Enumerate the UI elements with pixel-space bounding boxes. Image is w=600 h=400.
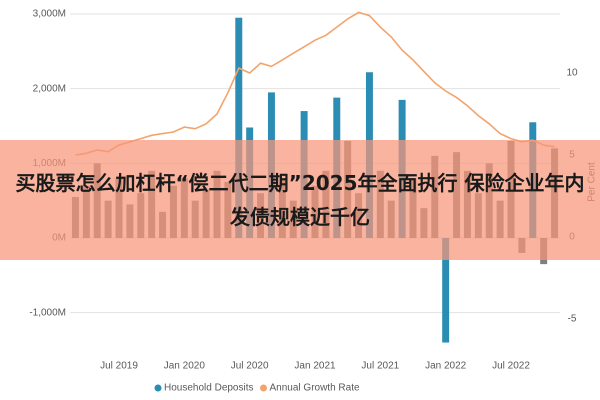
y-tick-label: 3,000M — [33, 9, 66, 20]
x-tick-label: Jan 2020 — [164, 361, 206, 372]
x-tick-label: Jan 2021 — [294, 361, 336, 372]
y-tick-label: -1,000M — [29, 307, 66, 318]
x-tick-label: Jul 2021 — [361, 361, 399, 372]
y-tick-label: 2,000M — [33, 83, 66, 94]
x-tick-label: Jul 2022 — [492, 361, 530, 372]
legend-marker — [260, 384, 267, 392]
legend-label: Household Deposits — [164, 383, 254, 394]
y2-tick-label: -5 — [568, 313, 577, 324]
x-tick-label: Jan 2022 — [425, 361, 467, 372]
y2-tick-label: 10 — [566, 68, 578, 79]
legend-marker — [154, 384, 162, 392]
x-tick-label: Jul 2020 — [231, 361, 269, 372]
headline-banner: 买股票怎么加杠杆“偿二代二期”2025年全面执行 保险企业年内发债规模近千亿 — [0, 140, 600, 260]
line — [75, 11, 555, 156]
bar — [235, 17, 243, 238]
x-tick-label: Jul 2019 — [100, 361, 138, 372]
legend-label: Annual Growth Rate — [270, 383, 360, 394]
bar — [442, 238, 450, 343]
